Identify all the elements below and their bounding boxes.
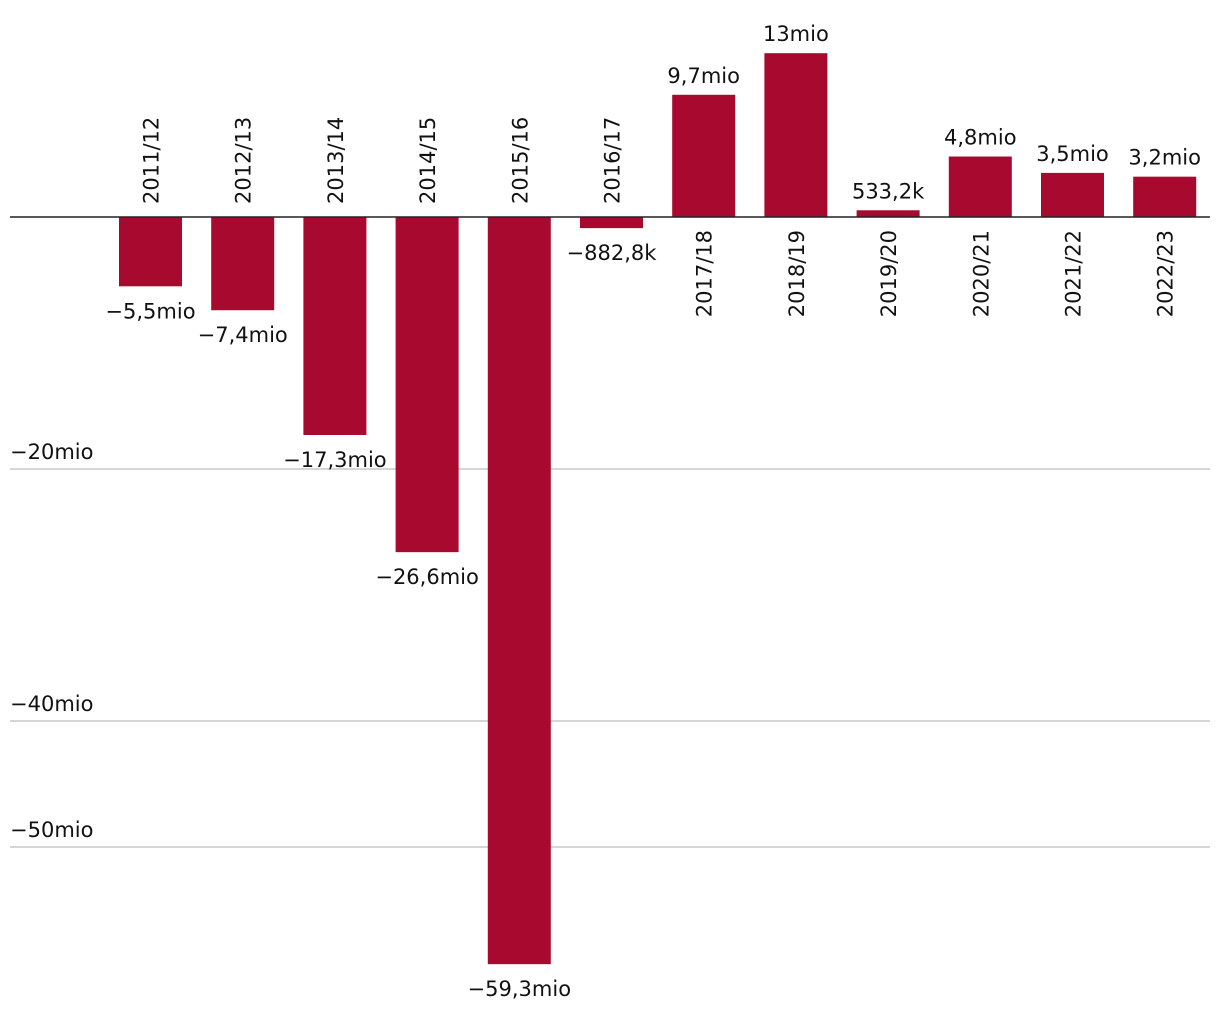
category-label: 2017/18 [693, 230, 717, 317]
category-label: 2011/12 [140, 117, 164, 204]
bar [487, 217, 551, 965]
value-label: −59,3mio [468, 977, 572, 1001]
bar [856, 210, 920, 217]
bar [948, 156, 1012, 217]
bar [1041, 172, 1104, 217]
category-label: 2012/13 [232, 117, 256, 204]
value-label: 533,2k [852, 179, 925, 203]
y-tick-label: −50mio [10, 818, 93, 842]
value-label: −17,3mio [283, 448, 387, 472]
category-label: 2020/21 [969, 230, 993, 317]
bars [119, 53, 1197, 965]
value-label: −882,8k [567, 241, 658, 265]
category-label: 2018/19 [785, 230, 809, 317]
bar [119, 217, 182, 287]
category-label: 2013/14 [324, 117, 348, 204]
value-label: 4,8mio [944, 126, 1017, 150]
category-label: 2021/22 [1062, 230, 1086, 317]
value-label: 13mio [763, 22, 829, 46]
bar [211, 217, 275, 311]
y-tick-label: −20mio [10, 440, 93, 464]
bar [303, 217, 367, 435]
category-label: 2015/16 [508, 117, 532, 204]
y-tick-label: −40mio [10, 692, 93, 716]
value-label: 3,2mio [1128, 146, 1201, 170]
value-label: 3,5mio [1036, 142, 1109, 166]
bar [580, 217, 643, 229]
value-label: 9,7mio [667, 64, 740, 88]
bar [672, 94, 736, 217]
category-label: 2016/17 [601, 117, 625, 204]
bar [395, 217, 459, 553]
labels: −20mio −40mio −50mio −5,5mio 2011/12 −7,4mio 2… [10, 22, 1201, 1001]
category-label: 2014/15 [416, 117, 440, 204]
category-label: 2022/23 [1154, 230, 1178, 317]
category-label: 2019/20 [877, 230, 901, 317]
bar [764, 53, 828, 218]
value-label: −7,4mio [198, 323, 288, 347]
value-label: −26,6mio [375, 565, 479, 589]
bar [1133, 176, 1197, 217]
gridlines [10, 468, 1210, 848]
value-label: −5,5mio [105, 299, 195, 323]
